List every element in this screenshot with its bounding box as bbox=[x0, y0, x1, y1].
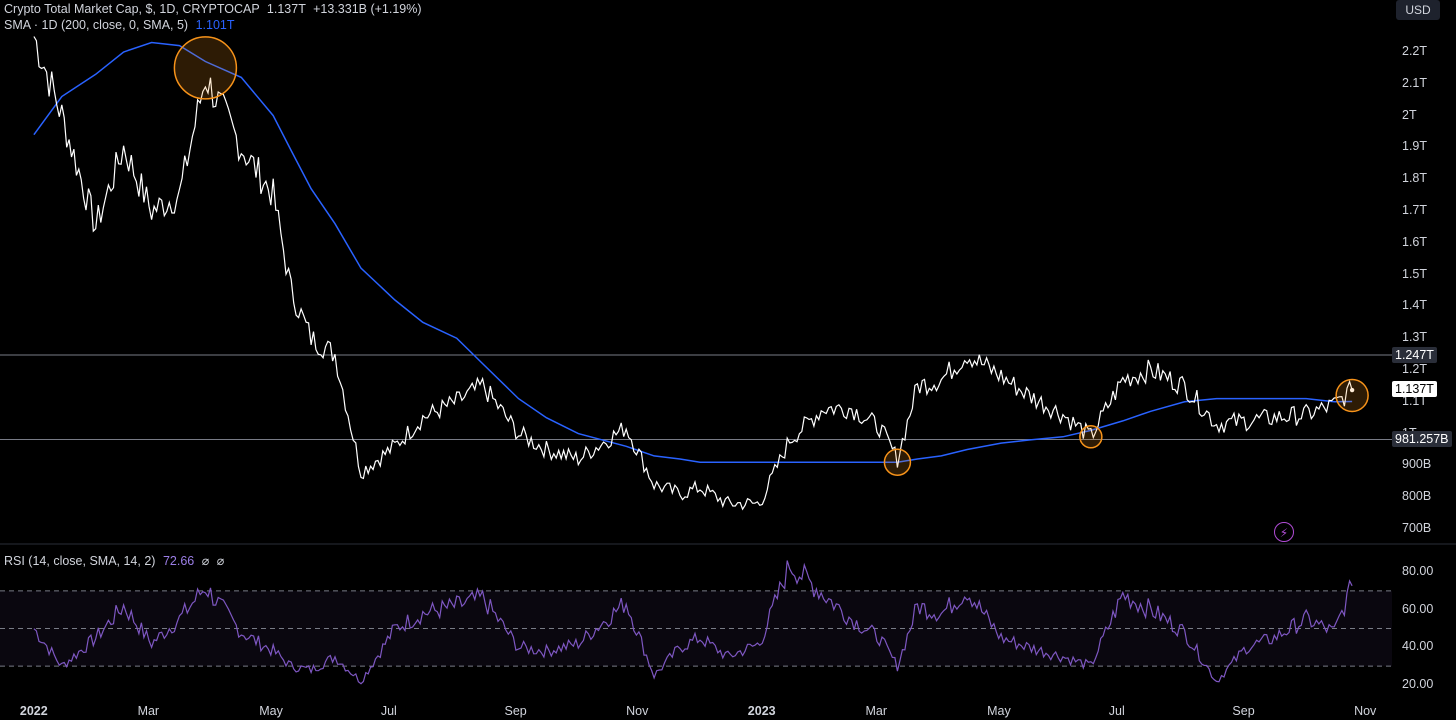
symbol-legend[interactable]: Crypto Total Market Cap, $, 1D, CRYPTOCA… bbox=[4, 2, 422, 16]
lower-level-badge: 981.257B bbox=[1392, 431, 1452, 447]
price-tick-label: 2.1T bbox=[1402, 75, 1428, 90]
sma-value: 1.101T bbox=[195, 18, 235, 32]
time-tick-label: May bbox=[259, 704, 283, 718]
rsi-line[interactable] bbox=[33, 560, 1353, 685]
price-tick-label: 1.5T bbox=[1402, 266, 1428, 281]
rsi-tick-label: 60.00 bbox=[1402, 601, 1434, 616]
rsi-extra-1: ⌀ bbox=[201, 554, 210, 568]
time-tick-label: Mar bbox=[137, 704, 160, 718]
price-tick-label: 1.1T bbox=[1402, 393, 1428, 408]
rsi-legend[interactable]: RSI (14, close, SMA, 14, 2) 72.66 ⌀ ⌀ bbox=[4, 553, 224, 568]
price-tick-label: 1.3T bbox=[1402, 330, 1428, 345]
price-tick-label: 2T bbox=[1402, 107, 1417, 122]
lightning-icon[interactable]: ⚡ bbox=[1274, 522, 1294, 542]
last-price-dot bbox=[1349, 387, 1355, 393]
time-tick-label: May bbox=[987, 704, 1011, 718]
price-tick-label: 1.2T bbox=[1402, 362, 1428, 376]
price-tick-label: 1.4T bbox=[1402, 298, 1428, 313]
sma-legend[interactable]: SMA · 1D (200, close, 0, SMA, 5) 1.101T bbox=[4, 18, 235, 32]
rsi-tick-label: 80.00 bbox=[1402, 564, 1434, 578]
rsi-tick-label: 40.00 bbox=[1402, 639, 1434, 654]
time-tick-label: 2022 bbox=[19, 704, 48, 718]
rsi-label: RSI (14, close, SMA, 14, 2) bbox=[4, 554, 156, 568]
price-tick-label: 900B bbox=[1402, 457, 1432, 472]
price-tick-label: 2.2T bbox=[1402, 44, 1428, 58]
price-tick-label: 1.6T bbox=[1402, 234, 1428, 249]
sma-label: SMA · 1D (200, close, 0, SMA, 5) bbox=[4, 18, 189, 32]
time-tick-label: 2023 bbox=[747, 704, 776, 718]
price-tick-label: 700B bbox=[1402, 521, 1432, 535]
rsi-tick-label: 20.00 bbox=[1402, 677, 1434, 691]
price-tick-label: 800B bbox=[1402, 489, 1432, 504]
time-tick-label: Nov bbox=[626, 704, 649, 718]
time-tick-label: Jul bbox=[380, 704, 397, 718]
time-tick-label: Nov bbox=[1354, 704, 1377, 718]
highlight-circle[interactable] bbox=[883, 448, 912, 476]
price-tick-label: 1.8T bbox=[1402, 171, 1428, 186]
time-tick-label: Jul bbox=[1108, 704, 1125, 718]
highlight-circle[interactable] bbox=[1335, 378, 1369, 413]
price-tick-label: 1.7T bbox=[1402, 203, 1428, 217]
time-tick-label: Sep bbox=[504, 704, 527, 718]
time-tick-label: Mar bbox=[865, 704, 887, 718]
price-line[interactable] bbox=[33, 36, 1353, 511]
currency-button[interactable]: USD bbox=[1396, 0, 1440, 20]
rsi-extra-2: ⌀ bbox=[216, 554, 225, 568]
current-price-badge: 1.137T bbox=[1392, 381, 1437, 397]
price-tick-label: 1.9T bbox=[1402, 139, 1428, 154]
rsi-value: 72.66 bbox=[162, 554, 195, 568]
highlight-circle[interactable] bbox=[1079, 425, 1103, 449]
upper-level-badge: 1.247T bbox=[1392, 347, 1437, 363]
time-tick-label: Sep bbox=[1232, 704, 1255, 718]
symbol-title: Crypto Total Market Cap, $, 1D, CRYPTOCA… bbox=[4, 2, 260, 16]
highlight-circle[interactable] bbox=[173, 36, 238, 100]
last-value: 1.137T bbox=[266, 2, 306, 16]
change-value: +13.331B (+1.19%) bbox=[313, 2, 422, 16]
sma-line[interactable] bbox=[33, 41, 1353, 463]
